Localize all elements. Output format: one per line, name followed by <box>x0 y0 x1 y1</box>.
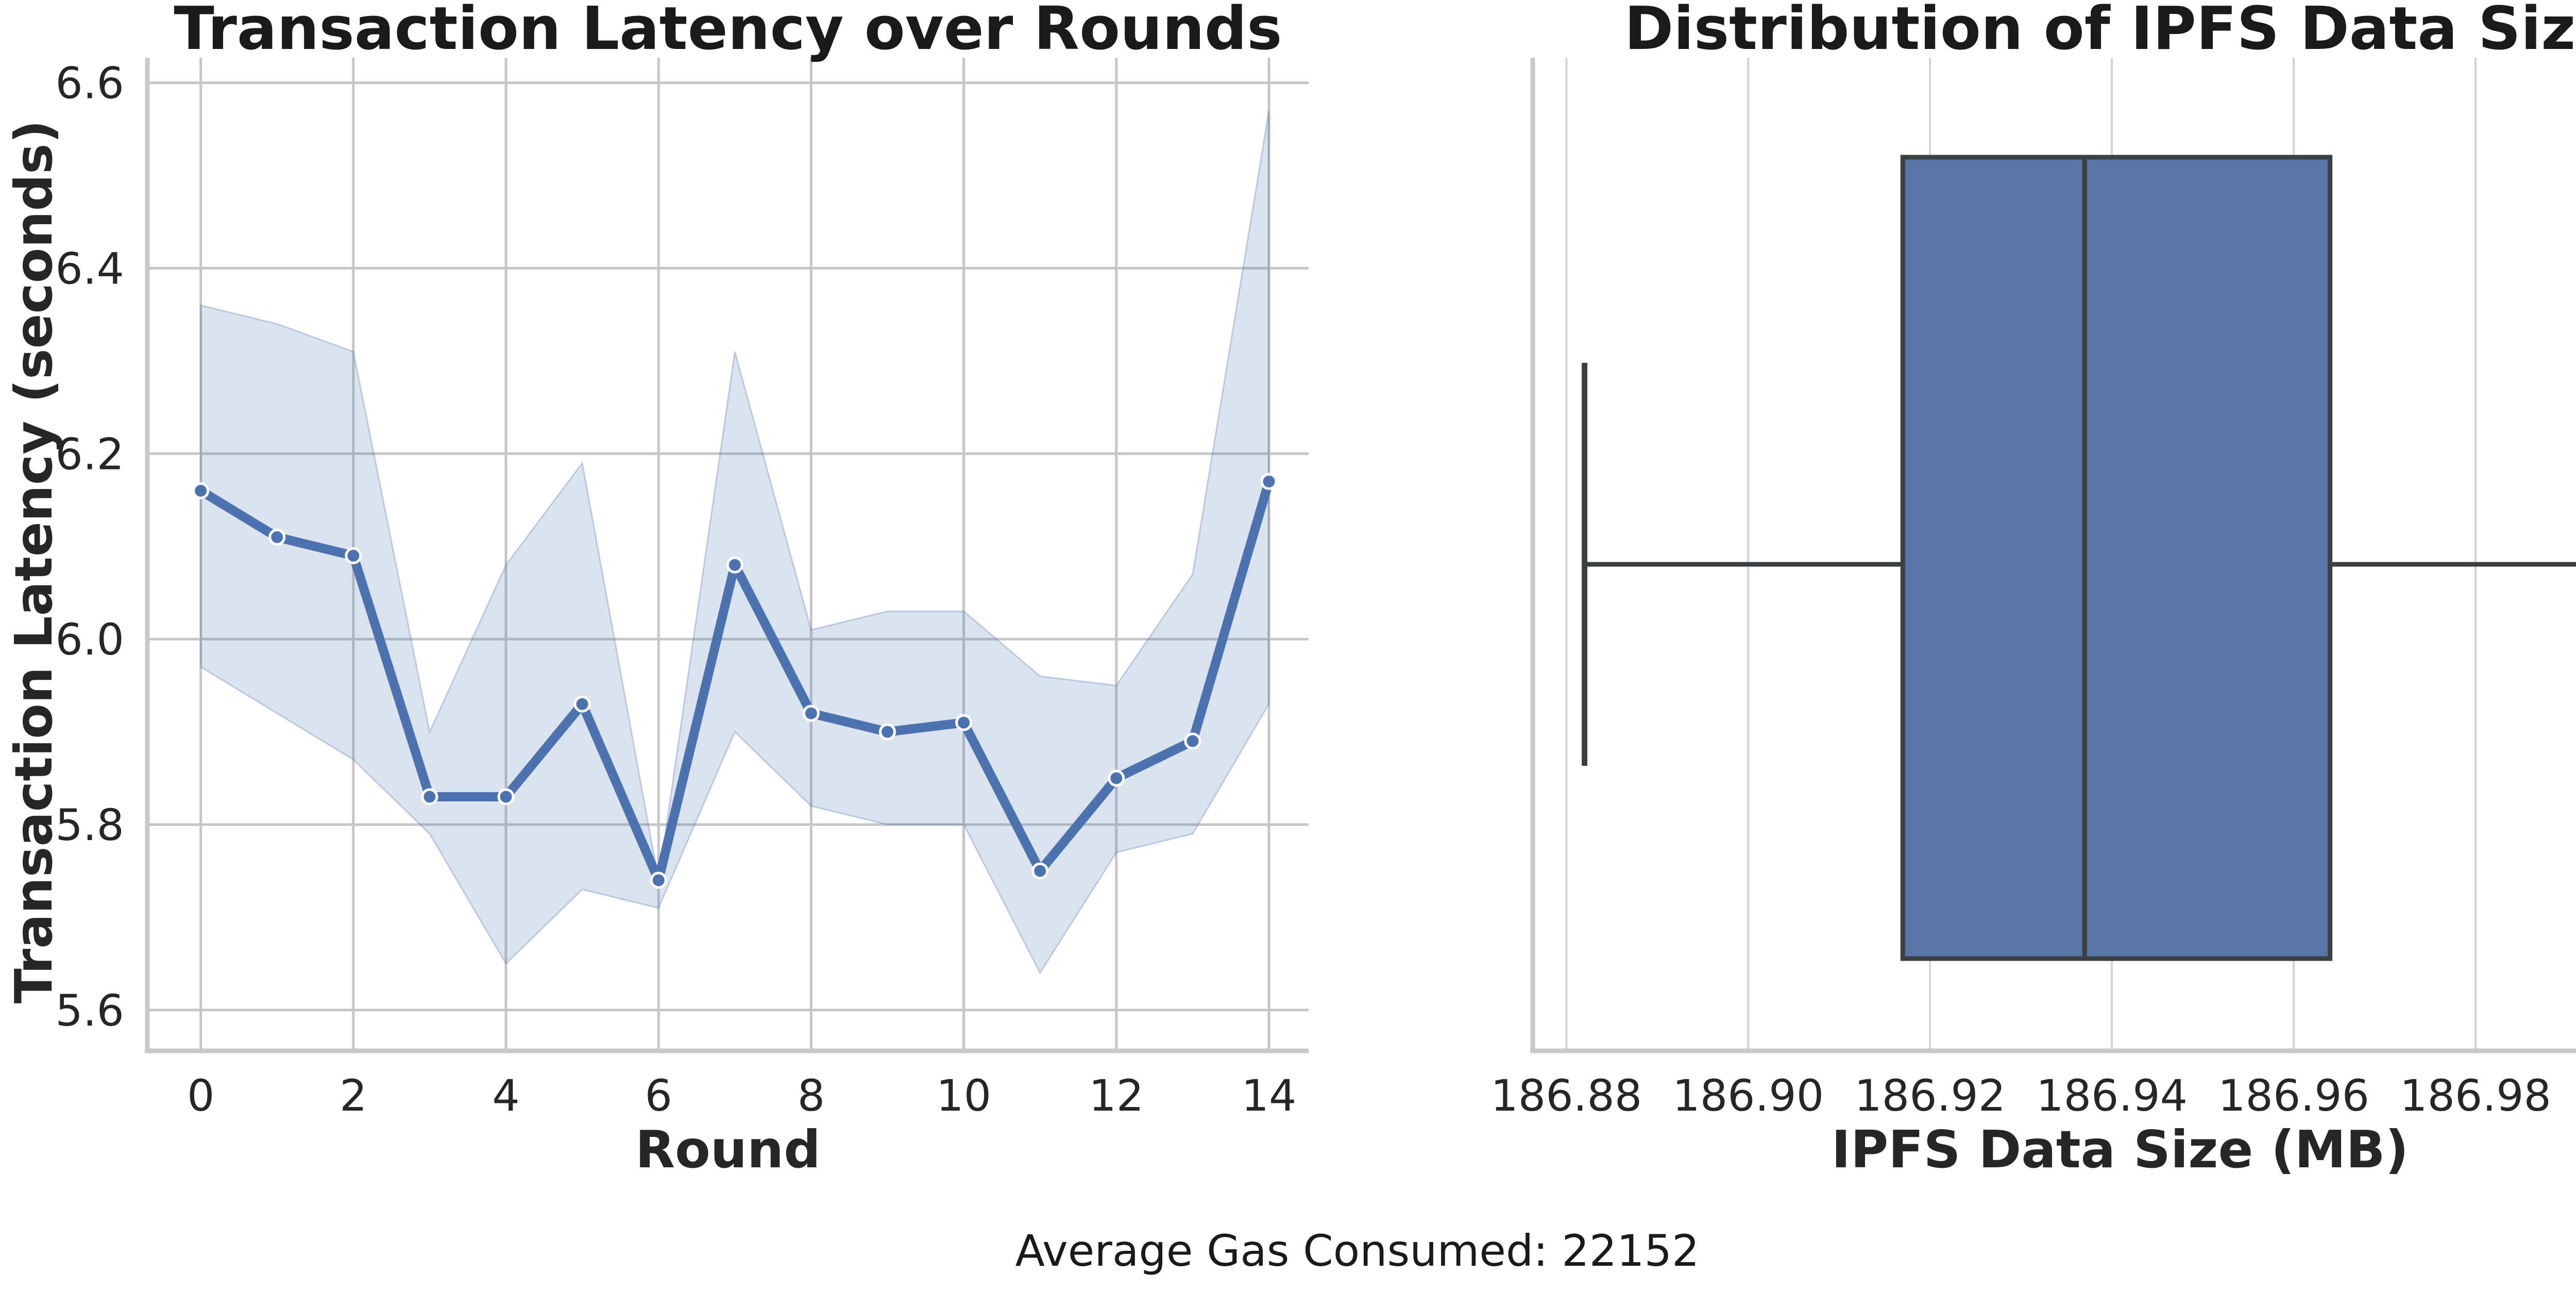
y-tick-labels: 6.6 6.4 6.2 6.0 5.8 5.6 <box>55 58 124 1036</box>
grid-lines <box>147 58 1309 1051</box>
data-point-marker <box>726 556 743 574</box>
latency-plot-area: 0 2 4 6 8 10 12 14 6.6 6.4 6.2 6.0 5.8 5.6 <box>55 58 1309 1121</box>
data-point-marker <box>573 695 591 713</box>
data-point-marker <box>1260 473 1278 490</box>
x-tick-label: 10 <box>936 1070 991 1121</box>
x-tick-label: 2 <box>340 1070 367 1121</box>
latency-x-axis-label: Round <box>635 1119 821 1180</box>
ipfs-x-axis-label: IPFS Data Size (MB) <box>1832 1119 2409 1180</box>
axis-spines <box>1530 58 2576 1053</box>
x-tick-label: 186.90 <box>1672 1070 1824 1121</box>
figure-caption: Average Gas Consumed: 22152 <box>1015 1226 1700 1276</box>
data-point-marker <box>1108 769 1125 787</box>
data-point-marker <box>1184 732 1201 750</box>
ipfs-plot-area: 186.88186.90186.92186.94186.96186.98187.… <box>1490 58 2576 1121</box>
data-point-marker <box>955 714 973 731</box>
x-tick-label: 8 <box>798 1070 825 1121</box>
data-point-marker <box>192 482 210 499</box>
latency-line-chart: 0 2 4 6 8 10 12 14 6.6 6.4 6.2 6.0 5.8 5.6 Transactio… <box>4 0 1309 1180</box>
y-tick-label: 5.8 <box>55 800 124 850</box>
x-tick-label: 6 <box>645 1070 672 1121</box>
y-tick-label: 5.6 <box>55 985 124 1036</box>
x-tick-label: 186.92 <box>1854 1070 2006 1121</box>
axis-spines <box>145 58 1309 1053</box>
x-tick-labels: 186.88186.90186.92186.94186.96186.98187.… <box>1490 1070 2551 1121</box>
ipfs-box-chart: 186.88186.90186.92186.94186.96186.98187.… <box>1490 0 2576 1180</box>
data-point-marker <box>802 705 820 722</box>
x-tick-label: 0 <box>187 1070 214 1121</box>
x-tick-label: 186.98 <box>2400 1070 2551 1121</box>
iqr-box <box>1900 155 2333 961</box>
y-tick-label: 6.6 <box>55 58 124 109</box>
x-tick-label: 186.96 <box>2218 1070 2369 1121</box>
y-tick-label: 6.4 <box>55 243 124 294</box>
latency-chart-title: Transaction Latency over Rounds <box>174 0 1282 63</box>
latency-y-axis-label: Transaction Latency (seconds) <box>4 120 64 1004</box>
data-point-markers <box>192 473 1278 889</box>
x-tick-label: 186.88 <box>1490 1070 1642 1121</box>
data-point-marker <box>879 723 896 741</box>
data-point-marker <box>497 788 515 806</box>
y-tick-label: 6.0 <box>55 614 124 665</box>
x-tick-labels: 0 2 4 6 8 10 12 14 <box>187 1070 1296 1121</box>
data-point-marker <box>650 871 667 889</box>
x-tick-label: 4 <box>492 1070 519 1121</box>
x-tick-label: 12 <box>1089 1070 1144 1121</box>
data-point-marker <box>1031 862 1049 880</box>
y-tick-label: 6.2 <box>55 429 124 479</box>
x-tick-label: 14 <box>1242 1070 1297 1121</box>
data-point-marker <box>268 528 286 546</box>
ipfs-chart-title: Distribution of IPFS Data Size <box>1624 0 2576 63</box>
confidence-band <box>200 110 1270 975</box>
data-point-marker <box>345 547 362 564</box>
x-tick-label: 186.94 <box>2036 1070 2188 1121</box>
data-point-marker <box>421 788 438 806</box>
